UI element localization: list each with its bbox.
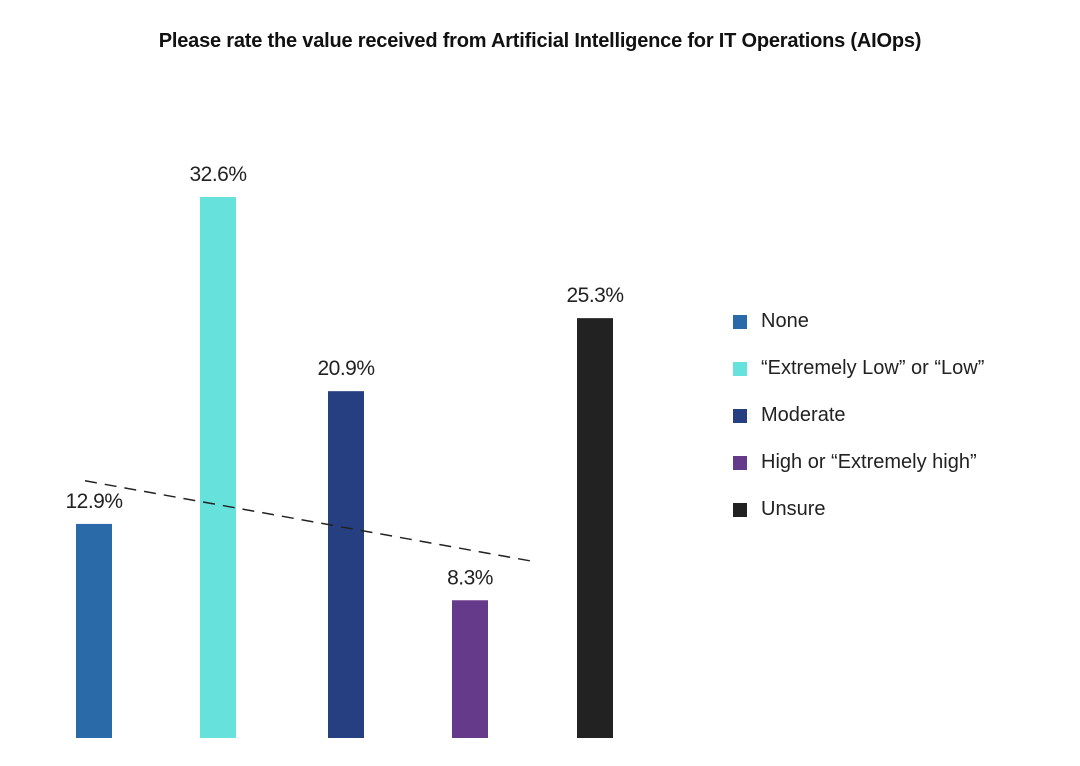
chart-title: Please rate the value received from Arti… [158,30,922,52]
data-label: 12.9% [65,490,122,513]
legend-item: High or “Extremely high” [733,439,984,486]
legend-swatch [733,502,747,517]
trendline [84,480,538,563]
legend-swatch [733,314,747,329]
legend-label: Moderate [761,404,846,426]
legend-label: None [761,310,809,332]
bar [577,318,613,738]
legend-item: None [733,298,984,345]
legend-swatch [733,361,747,376]
legend-item: Moderate [733,392,984,439]
legend-label: “Extremely Low” or “Low” [761,357,985,379]
bar [328,391,364,738]
legend: None “Extremely Low” or “Low” Moderate High… [733,298,984,533]
data-label: 8.3% [447,566,493,589]
data-label: 32.6% [189,163,246,186]
data-label: 20.9% [317,357,374,380]
bar [200,197,236,738]
legend-item: Unsure [733,486,984,533]
legend-swatch [733,408,747,423]
legend-label: High or “Extremely high” [761,451,977,473]
data-label: 25.3% [566,284,623,307]
legend-swatch [733,455,747,470]
bar [452,600,488,738]
legend-label: Unsure [761,498,826,520]
legend-item: “Extremely Low” or “Low” [733,345,984,392]
bar [76,523,112,738]
